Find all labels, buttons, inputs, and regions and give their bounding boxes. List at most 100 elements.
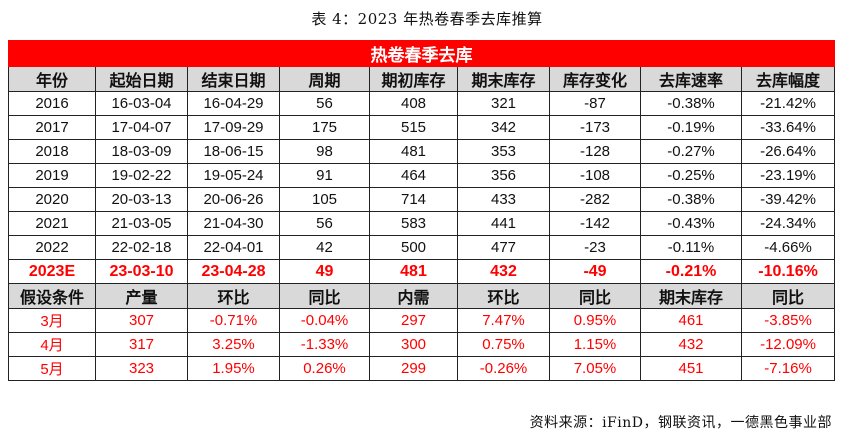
table-cell: 23-03-10 [95,259,188,284]
table-cell: -49 [549,259,641,284]
table-cell: 56 [279,211,370,236]
table-title: 热卷春季去库 [7,40,836,67]
table-cell: 1.95% [187,356,280,381]
table-cell: 0.26% [279,356,370,381]
table-cell: -0.19% [640,115,742,140]
table-cell: 408 [369,91,458,116]
table-cell: 起始日期 [95,66,188,92]
table-cell: 1.15% [549,332,641,357]
table-cell: 19-02-22 [95,163,188,188]
table-cell: 2021 [8,211,96,236]
table-cell: -0.21% [640,259,742,284]
destocking-table: 热卷春季去库 年份 起始日期 结束日期 周期 期初库存 期末库存 库存变化 去库速率 去库幅度 2… [7,40,836,381]
table-row: 2019 19-02-22 19-05-24 91 464 356 -108 -0.25% -2… [8,163,836,188]
table-cell: -0.27% [640,139,742,164]
table-cell: 周期 [279,66,370,92]
table-cell: -0.71% [187,308,280,333]
table-cell: 300 [369,332,458,357]
table-cell: -24.34% [740,211,836,236]
table-cell: 0.75% [457,332,550,357]
table-cell: 323 [95,356,188,381]
table-cell: -12.09% [740,332,836,357]
table-cell: 19-05-24 [187,163,280,188]
table-cell: 500 [369,235,458,260]
table-cell: 4月 [8,332,96,357]
table-cell: 583 [369,211,458,236]
table-cell: 2019 [8,163,96,188]
table-cell: 356 [457,163,550,188]
table-cell: 20-06-26 [187,187,280,212]
table-row: 2018 18-03-09 18-06-15 98 481 353 -128 -0.27% -2… [8,139,836,164]
table-cell: 299 [369,356,458,381]
estimate-row: 2023E 23-03-10 23-04-28 49 481 432 -49 -0.21% -1… [8,259,836,284]
table-cell: 21-03-05 [95,211,188,236]
table-cell: 342 [457,115,550,140]
table-cell: 307 [95,308,188,333]
table-cell: 23-04-28 [187,259,280,284]
table-row: 2017 17-04-07 17-09-29 175 515 342 -173 -0.19% -… [8,115,836,140]
table-cell: 22-04-01 [187,235,280,260]
history-header-row: 年份 起始日期 结束日期 周期 期初库存 期末库存 库存变化 去库速率 去库幅度 [8,66,836,92]
table-cell: -0.38% [640,187,742,212]
table-cell: 同比 [740,283,836,309]
table-cell: 105 [279,187,370,212]
table-cell: 环比 [457,283,550,309]
table-cell: 期末库存 [457,66,550,92]
table-cell: -128 [549,139,641,164]
table-cell: 56 [279,91,370,116]
table-cell: -33.64% [740,115,836,140]
table-cell: -0.04% [279,308,370,333]
table-cell: 321 [457,91,550,116]
table-row: 2021 21-03-05 21-04-30 56 583 441 -142 -0.43% -2… [8,211,836,236]
table-cell: 353 [457,139,550,164]
table-cell: 461 [640,308,742,333]
table-cell: 20-03-13 [95,187,188,212]
table-cell: 产量 [95,283,188,309]
table-cell: 42 [279,235,370,260]
table-cell: 98 [279,139,370,164]
table-cell: 17-09-29 [187,115,280,140]
table-cell: -1.33% [279,332,370,357]
table-row: 2016 16-03-04 16-04-29 56 408 321 -87 -0.38% -21… [8,91,836,116]
table-cell: 假设条件 [8,283,96,309]
table-title-row: 热卷春季去库 [7,40,836,67]
table-cell: 433 [457,187,550,212]
table-cell: -282 [549,187,641,212]
table-cell: -0.43% [640,211,742,236]
table-cell: 7.05% [549,356,641,381]
table-cell: 同比 [549,283,641,309]
table-cell: 环比 [187,283,280,309]
table-cell: -0.26% [457,356,550,381]
table-caption: 表 4：2023 年热卷春季去库推算 [311,10,543,28]
assumption-row: 5月 323 1.95% 0.26% 299 -0.26% 7.05% 451 -7.16% [8,356,836,381]
table-cell: 内需 [369,283,458,309]
table-cell: 2023E [8,259,96,284]
table-cell: 477 [457,235,550,260]
table-cell: 175 [279,115,370,140]
table-cell: 451 [640,356,742,381]
table-cell: 22-02-18 [95,235,188,260]
table-cell: 2018 [8,139,96,164]
table-cell: 去库幅度 [740,66,836,92]
table-cell: 317 [95,332,188,357]
table-cell: 3.25% [187,332,280,357]
table-cell: 期初库存 [369,66,458,92]
table-cell: 3月 [8,308,96,333]
table-cell: -173 [549,115,641,140]
table-cell: 481 [369,139,458,164]
table-row: 2022 22-02-18 22-04-01 42 500 477 -23 -0.11% -4.… [8,235,836,260]
table-cell: -87 [549,91,641,116]
table-cell: 17-04-07 [95,115,188,140]
table-cell: -3.85% [740,308,836,333]
table-cell: 16-03-04 [95,91,188,116]
table-cell: -4.66% [740,235,836,260]
table-cell: 同比 [279,283,370,309]
table-cell: 91 [279,163,370,188]
table-cell: 432 [457,259,550,284]
table-cell: 297 [369,308,458,333]
table-cell: -23 [549,235,641,260]
table-cell: -7.16% [740,356,836,381]
table-cell: -26.64% [740,139,836,164]
table-cell: 2020 [8,187,96,212]
assumption-row: 4月 317 3.25% -1.33% 300 0.75% 1.15% 432 -12.09% [8,332,836,357]
